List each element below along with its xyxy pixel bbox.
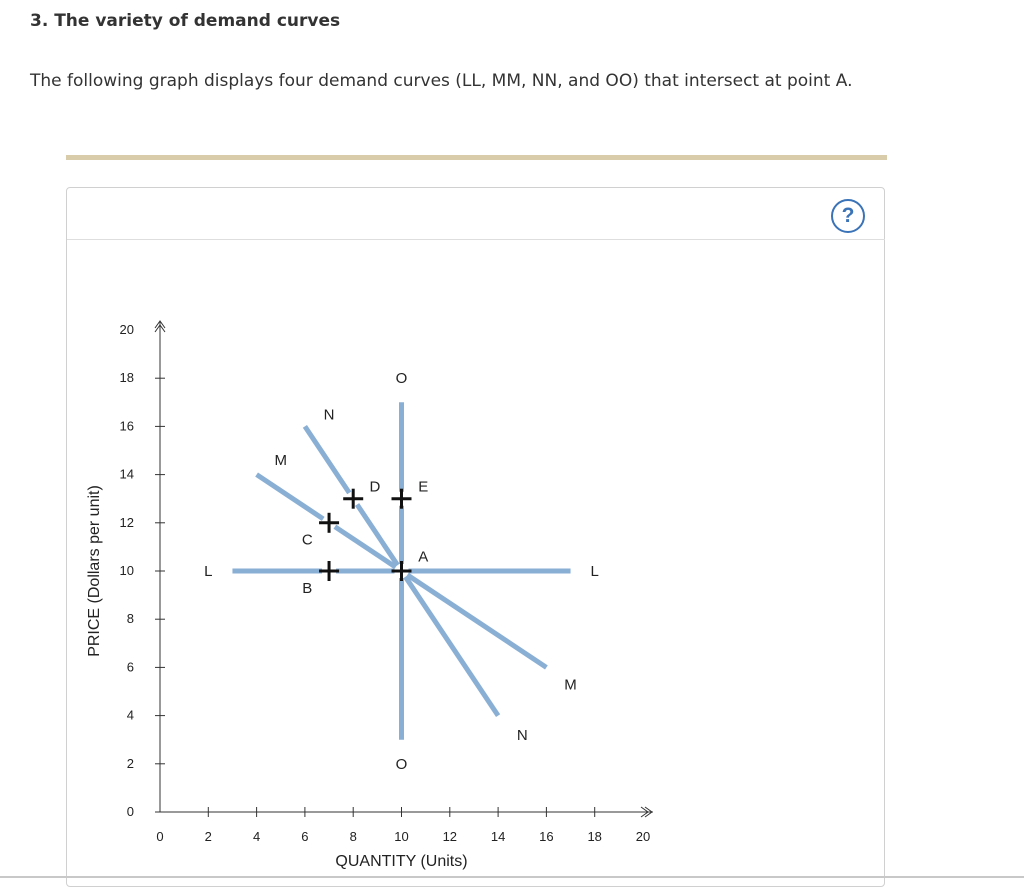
y-tick-label: 12 [120, 515, 134, 530]
y-tick-label: 0 [127, 804, 134, 819]
demand-curve-n [302, 425, 352, 495]
curve-label-n: N [324, 406, 335, 423]
graph-panel [66, 187, 885, 887]
demand-curve-m [255, 472, 325, 522]
y-tick-label: 16 [120, 418, 134, 433]
x-tick-label: 16 [539, 829, 553, 844]
accent-bar [66, 155, 887, 160]
x-axis-arrow-icon [640, 806, 649, 818]
point-label-c: C [302, 532, 313, 549]
point-label-b: B [302, 580, 312, 597]
curve-label-m: M [564, 676, 577, 693]
panel-divider [67, 239, 885, 240]
y-tick-label: 2 [127, 756, 134, 771]
demand-curve-m [333, 524, 398, 570]
intro-text: The following graph displays four demand… [30, 71, 853, 91]
question-mark-icon: ? [841, 204, 855, 227]
x-tick-label: 14 [491, 829, 505, 844]
y-tick-label: 10 [120, 563, 134, 578]
curve-label-l: L [591, 563, 599, 580]
point-label-d: D [370, 479, 381, 496]
curve-label-o: O [396, 370, 408, 387]
point-label-e: E [418, 479, 428, 496]
demand-curve-n [355, 503, 400, 567]
y-axis-title: PRICE (Dollars per unit) [86, 485, 103, 657]
x-tick-label: 8 [350, 829, 357, 844]
point-label-a: A [418, 549, 428, 566]
curve-label-m: M [275, 452, 288, 469]
x-tick-label: 0 [156, 829, 163, 844]
y-axis-arrow-icon [154, 320, 166, 329]
x-tick-label: 20 [636, 829, 650, 844]
x-tick-label: 4 [253, 829, 260, 844]
y-tick-label: 20 [120, 322, 134, 337]
demand-curve-n [403, 575, 501, 717]
x-tick-label: 2 [205, 829, 212, 844]
y-tick-label: 4 [127, 708, 134, 723]
page-heading: 3. The variety of demand curves [30, 11, 341, 31]
x-axis-arrow-icon [644, 806, 653, 818]
x-tick-label: 10 [394, 829, 408, 844]
y-tick-label: 14 [120, 467, 134, 482]
bottom-divider [0, 876, 1024, 878]
y-axis-arrow-icon [154, 324, 166, 333]
curve-label-o: O [396, 756, 408, 773]
demand-curve-m [405, 572, 548, 670]
y-tick-label: 18 [120, 370, 134, 385]
y-tick-label: 8 [127, 611, 134, 626]
y-tick-label: 6 [127, 659, 134, 674]
help-button[interactable]: ? [831, 199, 865, 233]
x-tick-label: 6 [301, 829, 308, 844]
x-axis-title: QUANTITY (Units) [335, 853, 467, 870]
x-tick-label: 18 [587, 829, 601, 844]
curve-label-n: N [517, 727, 528, 744]
x-tick-label: 12 [443, 829, 457, 844]
curve-label-l: L [204, 563, 212, 580]
